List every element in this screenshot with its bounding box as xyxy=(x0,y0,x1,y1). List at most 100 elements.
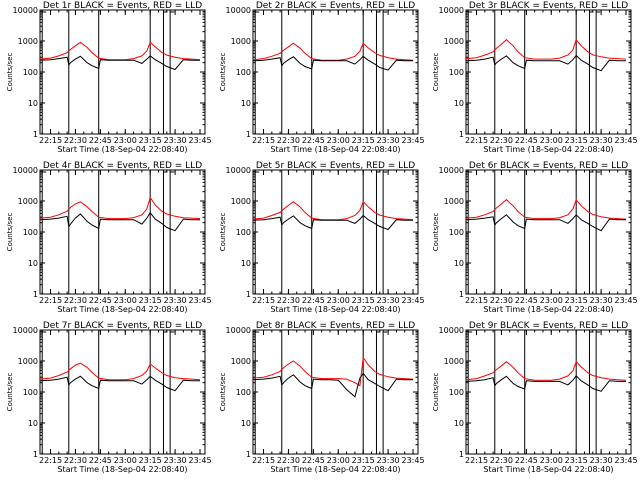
y-tick-label: 10 xyxy=(241,99,251,108)
x-tick-label: 23:00 xyxy=(327,136,350,145)
x-tick-label: 23:15 xyxy=(565,456,588,465)
x-tick-label: 23:15 xyxy=(352,136,375,145)
x-tick-label: 23:00 xyxy=(540,136,563,145)
x-tick-label: 22:45 xyxy=(89,296,112,305)
plot-frame xyxy=(39,169,206,295)
panel-det-8: Det 8r BLACK = Events, RED = LLD 1 10 100 10… xyxy=(219,321,425,474)
y-tick-label: 10000 xyxy=(439,326,464,335)
series-red-lld xyxy=(252,42,414,61)
x-tick-label: 22:45 xyxy=(89,456,112,465)
y-tick-label: 1000 xyxy=(231,197,251,206)
x-tick-label: 23:45 xyxy=(188,296,211,305)
y-tick-label: 1 xyxy=(246,450,251,459)
y-tick-label: 100 xyxy=(236,228,251,237)
y-tick-label: 100 xyxy=(449,388,464,397)
x-tick-label: 23:30 xyxy=(377,296,400,305)
panel-title: Det 2r BLACK = Events, RED = LLD xyxy=(256,1,415,11)
y-tick-label: 1 xyxy=(33,290,38,299)
x-tick-label: 23:30 xyxy=(377,456,400,465)
x-tick-label: 23:30 xyxy=(164,296,187,305)
y-tick-label: 1 xyxy=(33,450,38,459)
x-tick-label: 23:45 xyxy=(401,136,424,145)
panel-det-3: Det 3r BLACK = Events, RED = LLD 1 10 100 10… xyxy=(432,1,638,154)
y-axis-label: Counts/sec xyxy=(6,373,14,412)
x-tick-label: 22:15 xyxy=(252,456,275,465)
x-tick-label: 23:45 xyxy=(188,136,211,145)
x-tick-label: 22:45 xyxy=(302,136,325,145)
plot-frame xyxy=(252,9,419,135)
x-tick-label: 22:15 xyxy=(465,456,488,465)
panel-det-4: Det 4r BLACK = Events, RED = LLD 1 10 100 10… xyxy=(6,161,212,314)
y-axis-label: Counts/sec xyxy=(219,213,227,252)
series-red-lld xyxy=(465,360,627,381)
series-black-events xyxy=(465,214,626,232)
y-tick-label: 10000 xyxy=(226,326,251,335)
x-axis-label: Start Time (18-Sep-04 22:08:40) xyxy=(57,465,187,474)
x-tick-label: 22:30 xyxy=(64,136,87,145)
y-tick-label: 1 xyxy=(459,290,464,299)
x-tick-label: 22:15 xyxy=(465,136,488,145)
panel-det-7: Det 7r BLACK = Events, RED = LLD 1 10 100 10… xyxy=(6,321,212,474)
y-tick-label: 1000 xyxy=(444,197,464,206)
y-tick-label: 100 xyxy=(236,68,251,77)
y-axis-label: Counts/sec xyxy=(6,53,14,92)
panel-title: Det 3r BLACK = Events, RED = LLD xyxy=(469,1,628,11)
x-tick-label: 23:00 xyxy=(540,456,563,465)
series-black-events xyxy=(252,372,413,398)
x-axis-label: Start Time (18-Sep-04 22:08:40) xyxy=(270,465,400,474)
y-tick-label: 10000 xyxy=(439,6,464,15)
y-axis-label: Counts/sec xyxy=(432,373,440,412)
y-tick-label: 1 xyxy=(459,450,464,459)
y-tick-label: 10 xyxy=(241,419,251,428)
x-tick-label: 23:00 xyxy=(114,136,137,145)
series-black-events xyxy=(252,55,413,71)
x-tick-label: 23:15 xyxy=(139,136,162,145)
x-tick-label: 23:00 xyxy=(114,456,137,465)
series-red-lld xyxy=(252,356,414,387)
panel-title: Det 7r BLACK = Events, RED = LLD xyxy=(43,321,202,331)
y-tick-label: 1 xyxy=(459,130,464,139)
x-tick-label: 23:30 xyxy=(164,456,187,465)
x-tick-label: 23:45 xyxy=(614,136,637,145)
y-axis-label: Counts/sec xyxy=(432,213,440,252)
y-tick-label: 10 xyxy=(28,259,38,268)
x-tick-label: 22:45 xyxy=(302,456,325,465)
x-tick-label: 22:30 xyxy=(490,136,513,145)
x-tick-label: 22:45 xyxy=(515,456,538,465)
series-black-events xyxy=(465,375,626,392)
plot-frame xyxy=(39,329,206,455)
x-tick-label: 23:30 xyxy=(164,136,187,145)
panel-det-6: Det 6r BLACK = Events, RED = LLD 1 10 100 10… xyxy=(432,161,638,314)
x-tick-label: 22:15 xyxy=(39,456,62,465)
y-tick-label: 10000 xyxy=(13,6,38,15)
x-tick-label: 23:00 xyxy=(114,296,137,305)
x-tick-label: 22:30 xyxy=(277,136,300,145)
series-black-events xyxy=(39,55,200,71)
y-tick-label: 1000 xyxy=(18,37,38,46)
x-axis-label: Start Time (18-Sep-04 22:08:40) xyxy=(483,145,613,154)
x-tick-label: 22:15 xyxy=(465,296,488,305)
x-tick-label: 23:45 xyxy=(188,456,211,465)
plot-frame xyxy=(252,329,419,455)
x-axis-label: Start Time (18-Sep-04 22:08:40) xyxy=(270,145,400,154)
y-tick-label: 10 xyxy=(28,419,38,428)
series-black-events xyxy=(252,214,413,231)
x-tick-label: 23:15 xyxy=(565,296,588,305)
x-tick-label: 23:00 xyxy=(327,296,350,305)
x-tick-label: 23:15 xyxy=(139,456,162,465)
x-tick-label: 23:15 xyxy=(565,136,588,145)
series-red-lld xyxy=(465,38,627,60)
panel-title: Det 8r BLACK = Events, RED = LLD xyxy=(256,321,415,331)
x-tick-label: 23:45 xyxy=(614,296,637,305)
panel-det-5: Det 5r BLACK = Events, RED = LLD 1 10 100 10… xyxy=(219,161,425,314)
y-axis-label: Counts/sec xyxy=(6,213,14,252)
y-tick-label: 1 xyxy=(246,130,251,139)
x-tick-label: 23:00 xyxy=(327,456,350,465)
x-tick-label: 23:30 xyxy=(590,456,613,465)
plot-frame xyxy=(39,9,206,135)
x-tick-label: 22:45 xyxy=(515,296,538,305)
series-black-events xyxy=(39,375,200,392)
x-tick-label: 22:30 xyxy=(490,296,513,305)
series-red-lld xyxy=(39,196,201,220)
x-tick-label: 23:45 xyxy=(401,296,424,305)
